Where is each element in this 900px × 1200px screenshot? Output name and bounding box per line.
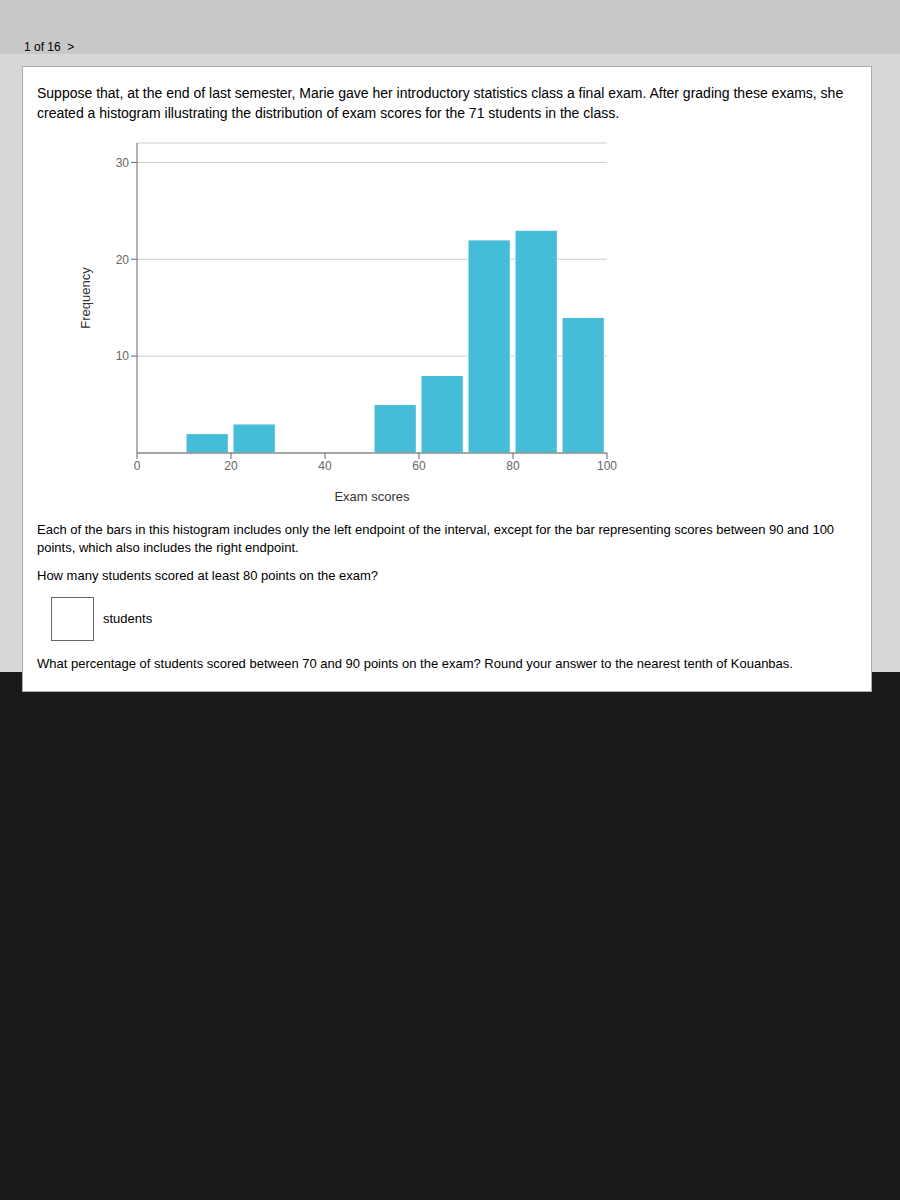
svg-text:20: 20 [116,253,130,267]
html-text:How many students scored at le: How many students scored at least 80 poi… [37,568,379,583]
svg-text:0: 0 [134,459,141,473]
html-text:students: students [103,611,153,626]
svg-text:100: 100 [597,459,617,473]
svg-text:30: 30 [116,156,130,170]
html-text:1 of 16 >: 1 of 16 > [24,40,75,54]
svg-text:Exam scores: Exam scores [334,489,410,504]
html-text:Suppose that, at the end of la: Suppose that, at the end of last semeste… [37,85,844,121]
svg-text:80: 80 [506,459,520,473]
svg-text:60: 60 [412,459,426,473]
svg-text:Frequency: Frequency [78,267,93,329]
svg-text:20: 20 [224,459,238,473]
svg-text:10: 10 [116,349,130,363]
html-text:Each of the bars in this histo: Each of the bars in this histogram inclu… [37,522,835,555]
html-text:What percentage of students sc: What percentage of students scored betwe… [37,656,793,671]
svg-text:40: 40 [318,459,332,473]
